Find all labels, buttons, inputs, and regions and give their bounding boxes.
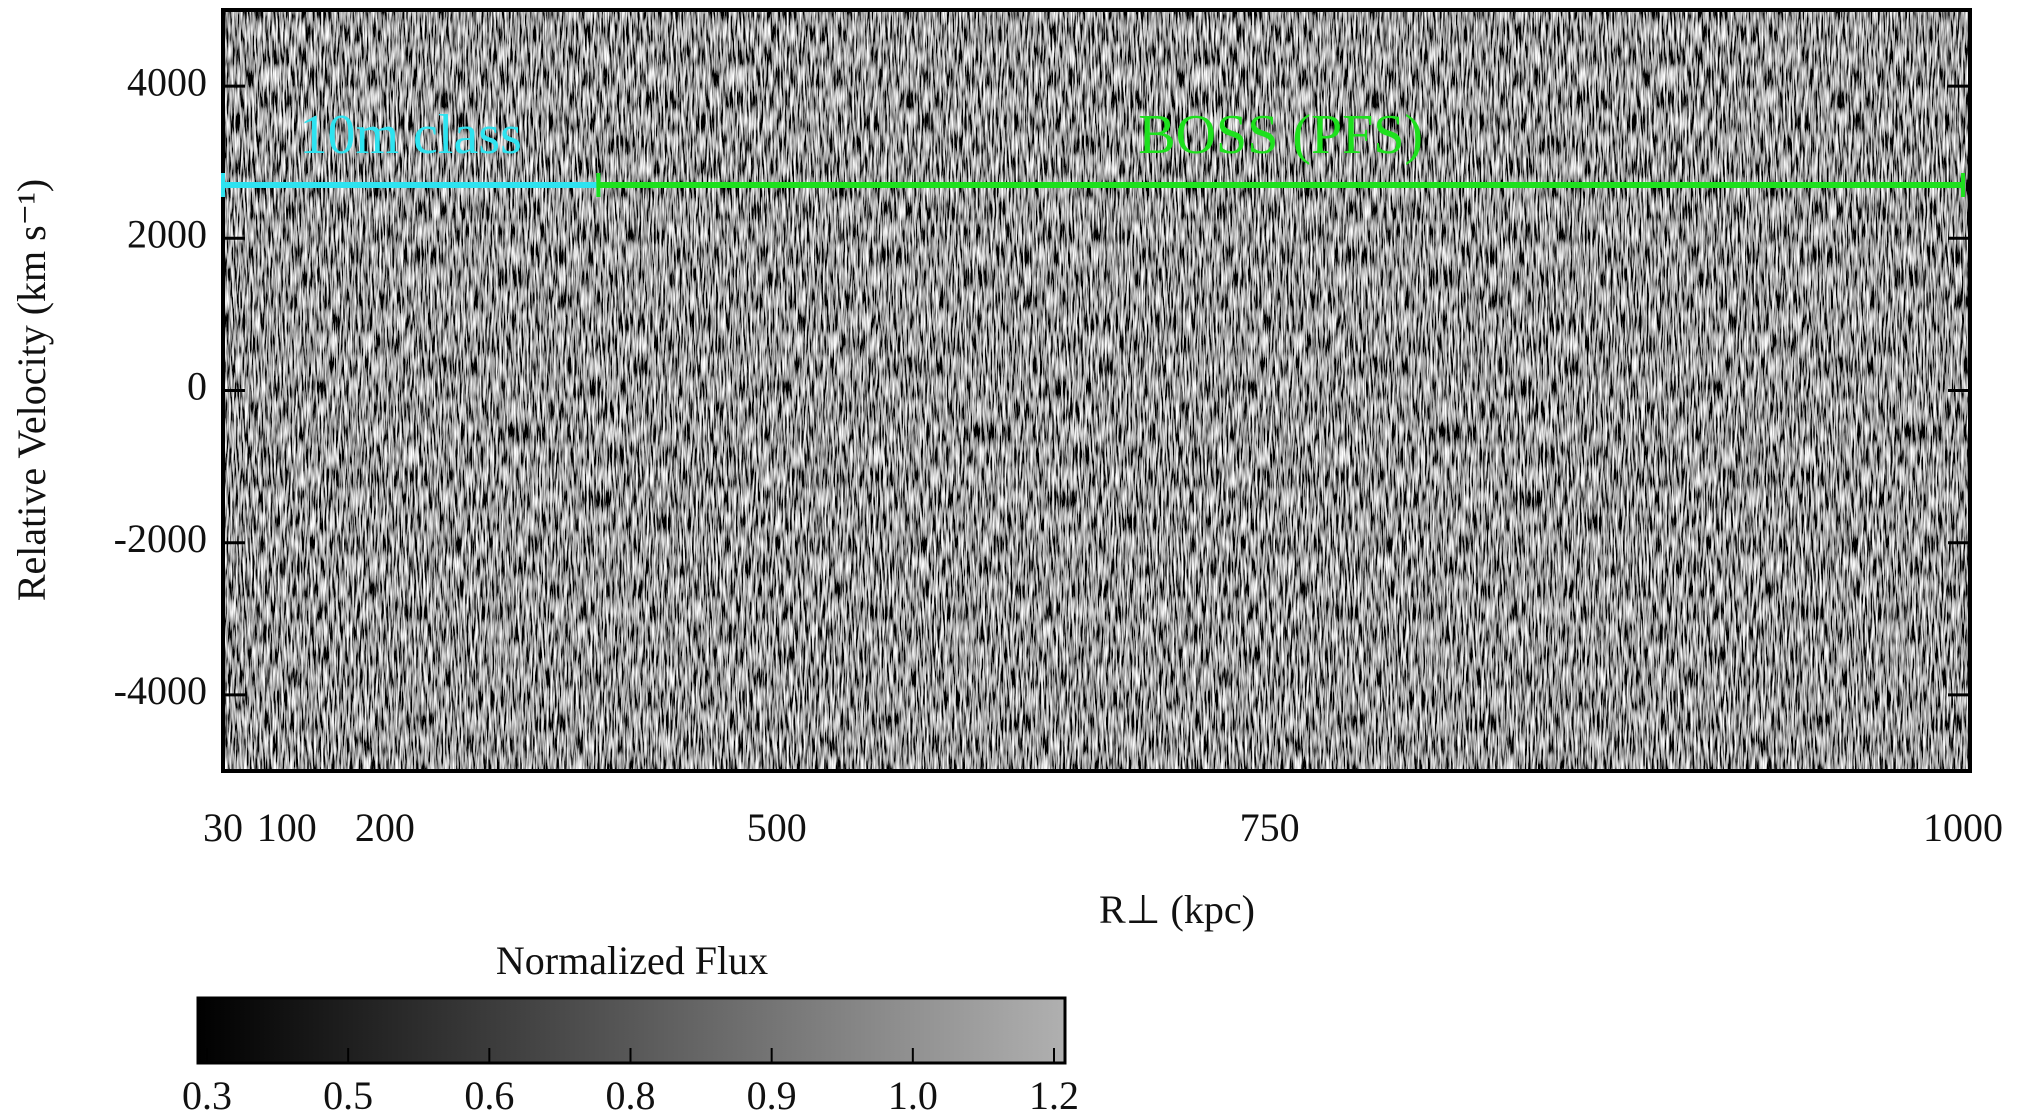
x-tick-label: 750 — [1240, 805, 1300, 850]
x-axis-label: R⊥ (kpc) — [1099, 887, 1255, 932]
colorbar-tick-label: 0.5 — [323, 1073, 373, 1118]
x-tick-label: 200 — [355, 805, 415, 850]
y-axis-label: Relative Velocity (km s⁻¹) — [9, 179, 54, 601]
y-tick-label: -4000 — [114, 668, 207, 713]
colorbar-tick-label: 1.2 — [1029, 1073, 1079, 1118]
heatmap-texture — [223, 10, 1970, 771]
y-tick-label: -2000 — [114, 516, 207, 561]
y-tick-label: 0 — [187, 364, 207, 409]
y-tick-label: 4000 — [127, 59, 207, 104]
x-tick-label: 1000 — [1923, 805, 2003, 850]
range-label: BOSS (PFS) — [1138, 104, 1423, 166]
colorbar-tick-label: 0.3 — [182, 1073, 232, 1118]
colorbar-tick-label: 0.8 — [606, 1073, 656, 1118]
colorbar-tick-label: 1.0 — [888, 1073, 938, 1118]
range-label: 10m class — [299, 104, 521, 166]
x-tick-label: 30 — [203, 805, 243, 850]
x-tick-label: 500 — [747, 805, 807, 850]
x-tick-label: 100 — [257, 805, 317, 850]
colorbar-tick-label: 0.6 — [464, 1073, 514, 1118]
colorbar-title: Normalized Flux — [496, 938, 768, 983]
colorbar-tick-label: 0.9 — [747, 1073, 797, 1118]
y-tick-label: 2000 — [127, 211, 207, 256]
